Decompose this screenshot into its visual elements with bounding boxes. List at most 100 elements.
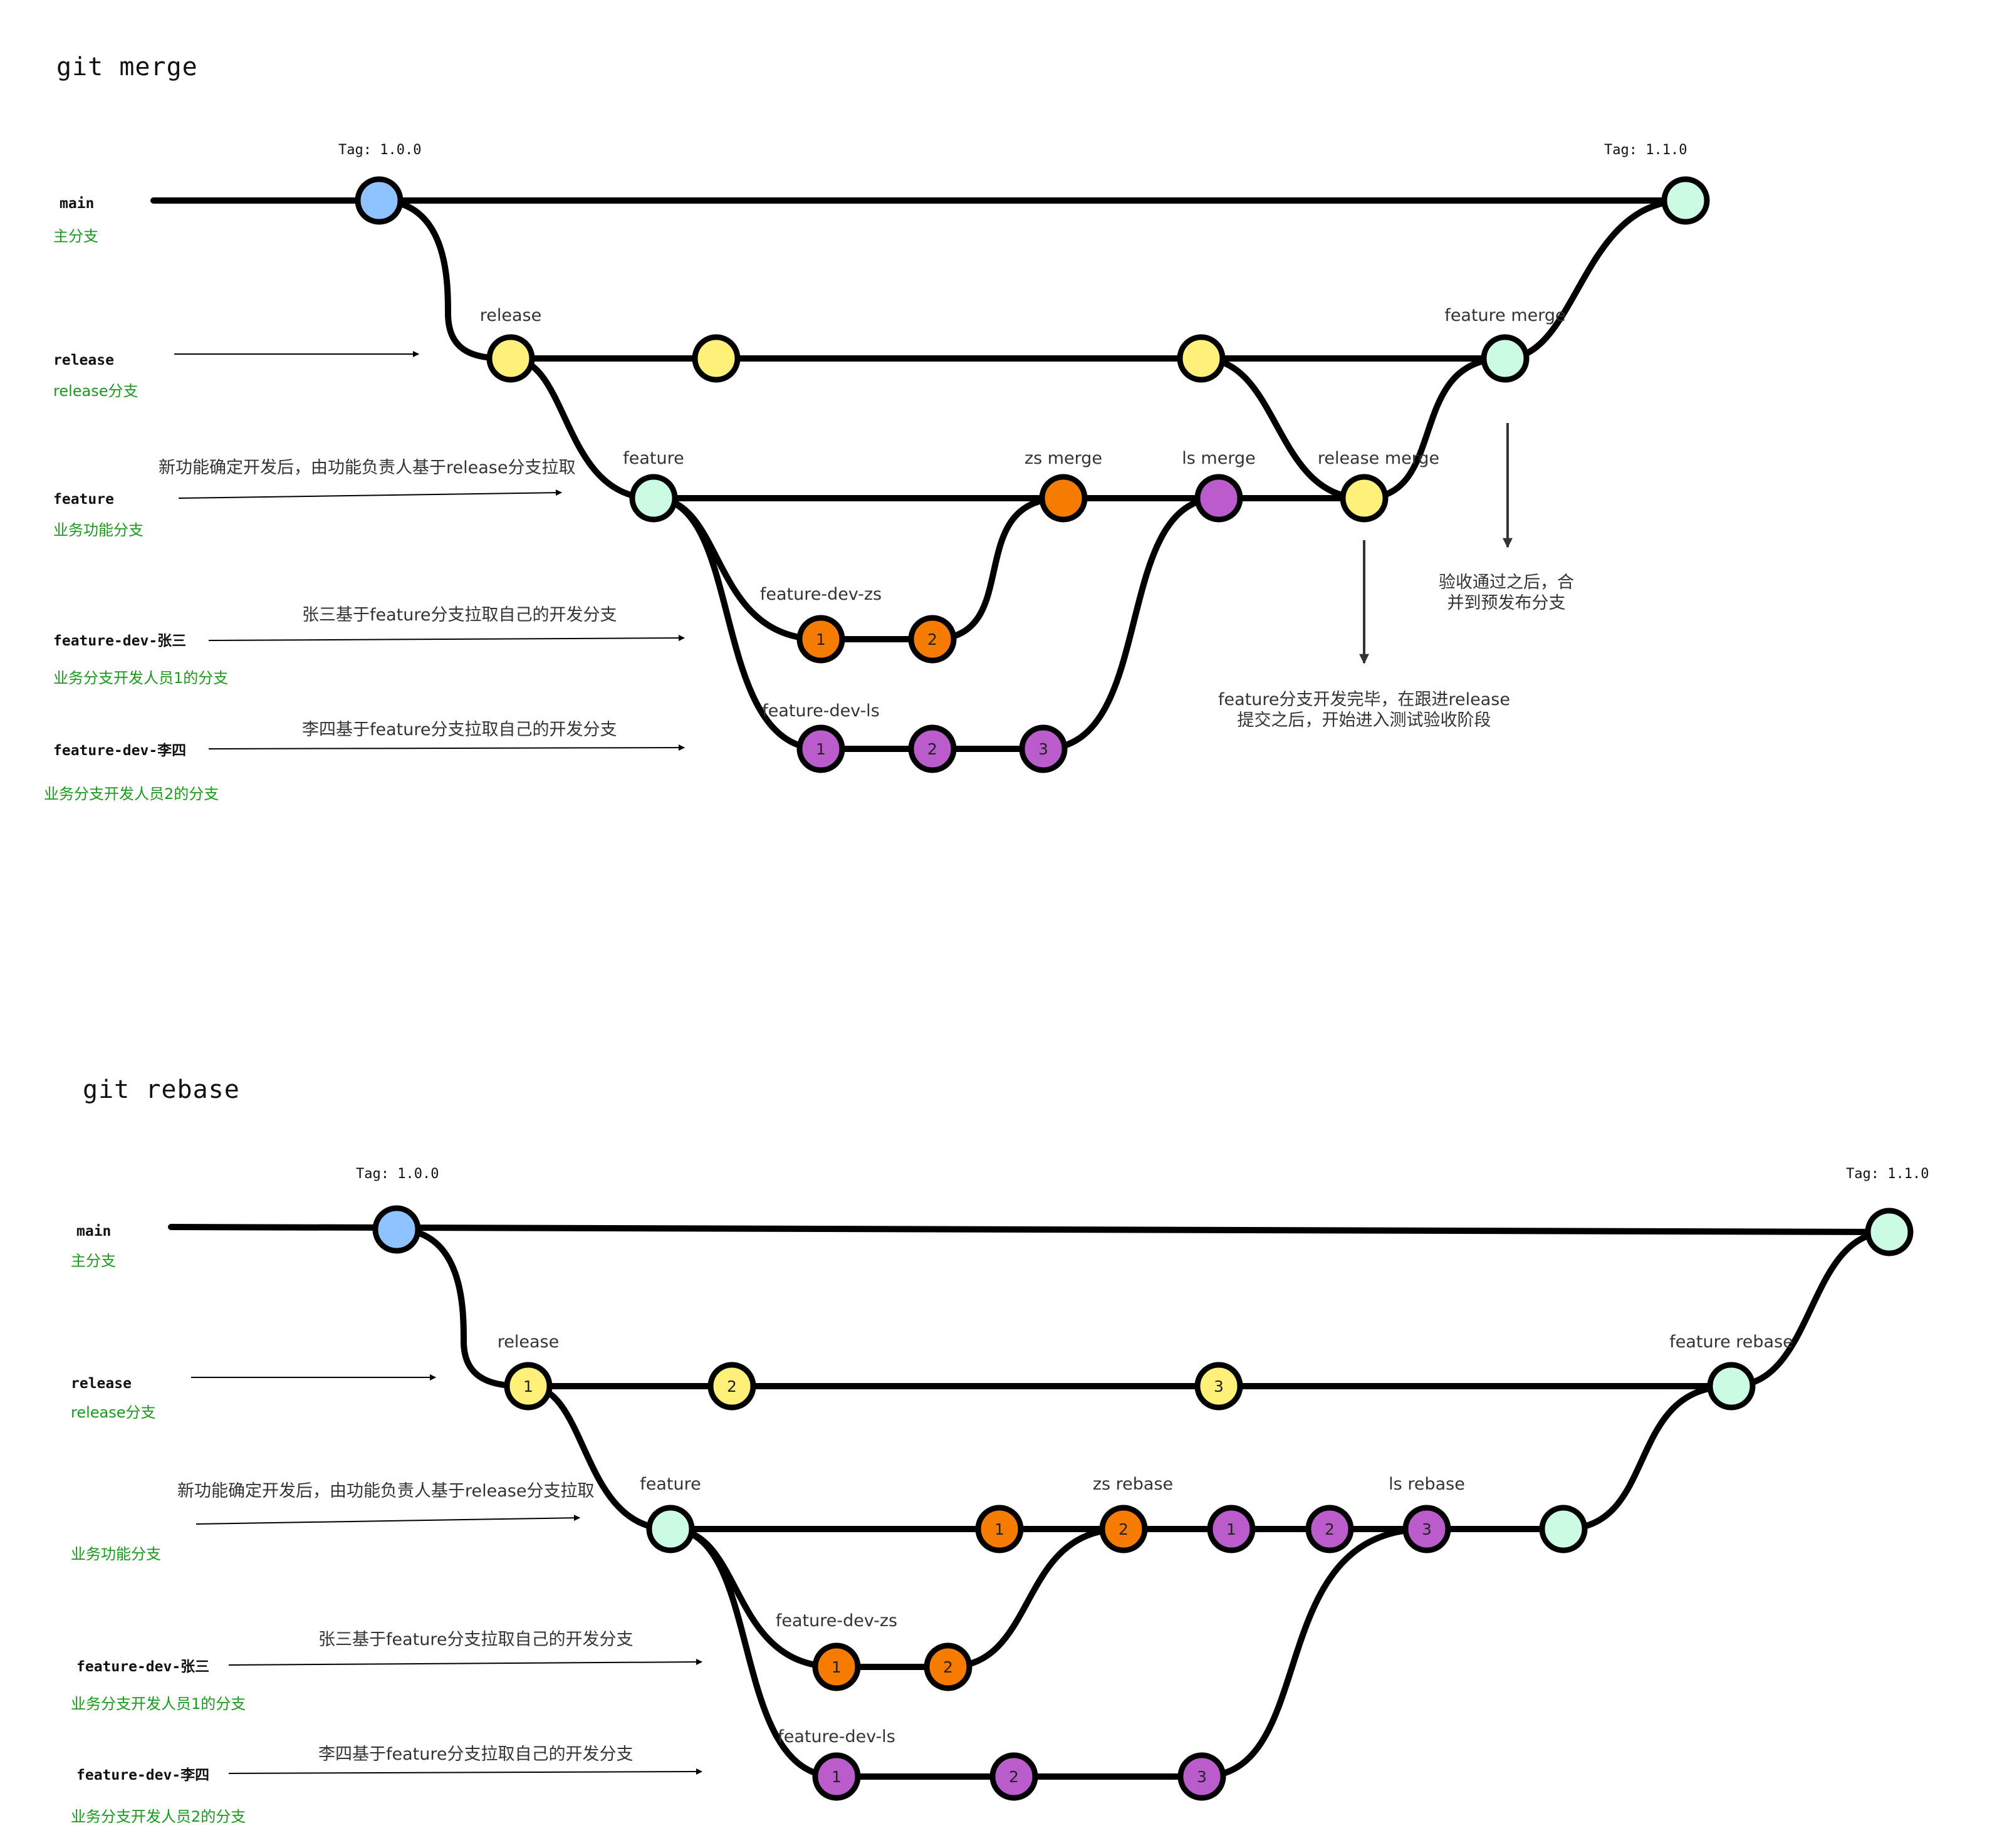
merge-row-main-desc: 主分支: [53, 227, 98, 245]
rebase-label-dev-ls: feature-dev-ls: [778, 1727, 895, 1746]
merge-tag-110: Tag: 1.1.0: [1604, 142, 1687, 158]
rebase-row-devzs-name: feature-dev-张三: [76, 1659, 209, 1675]
merge-node-ls-2: [908, 724, 957, 773]
rebase-node-ls-3: [1177, 1752, 1226, 1801]
merge-commit-zs-2: 2: [927, 630, 937, 649]
rebase-edge-dev-zs: [667, 1526, 1127, 1670]
merge-label-release: release: [480, 306, 541, 325]
rebase-note-zs-pull: 张三基于feature分支拉取自己的开发分支: [318, 1630, 633, 1649]
merge-row-devzs-name: feature-dev-张三: [53, 633, 186, 649]
merge-node-feature: [629, 474, 678, 523]
merge-row-release-name: release: [53, 352, 114, 368]
rebase-edge-feature-rebase-to-main: [1728, 1229, 1892, 1389]
rebase-row-main-name: main: [76, 1223, 111, 1240]
rebase-commit-feature-zs-2: 2: [1118, 1520, 1129, 1538]
merge-node-ls-1: [796, 724, 845, 773]
rebase-row-feature-desc: 业务功能分支: [71, 1545, 161, 1563]
rebase-node-feature-end: [1539, 1505, 1588, 1553]
merge-row-devls-name: feature-dev-李四: [53, 743, 186, 759]
merge-node-ls-merge: [1194, 474, 1243, 523]
merge-label-zs-merge: zs merge: [1025, 449, 1102, 468]
merge-node-feature-merge: [1481, 334, 1530, 383]
merge-note-after-dev-1: feature分支开发完毕，在跟进release: [1218, 690, 1510, 709]
merge-note-after-dev-2: 提交之后，开始进入测试验收阶段: [1238, 711, 1491, 730]
rebase-edge-release-to-feature: [525, 1383, 674, 1532]
merge-note-ls-pull: 李四基于feature分支拉取自己的开发分支: [302, 720, 617, 739]
merge-node-release-1: [486, 334, 535, 383]
rebase-tag-110: Tag: 1.1.0: [1846, 1166, 1929, 1182]
rebase-node-zs-2: [924, 1642, 972, 1691]
rebase-commit-release-1: 1: [523, 1377, 533, 1396]
rebase-commit-feature-ls-3: 3: [1422, 1520, 1432, 1538]
rebase-feature-pointer-arrow: [196, 1515, 580, 1525]
rebase-node-feature-rebase: [1707, 1362, 1756, 1411]
rebase-tag-100: Tag: 1.0.0: [356, 1166, 439, 1182]
rebase-node-main-tag110: [1865, 1208, 1914, 1256]
merge-node-release-merge: [1340, 474, 1389, 523]
rebase-commit-feature-zs-1: 1: [994, 1520, 1004, 1538]
rebase-commit-feature-ls-1: 1: [1226, 1520, 1236, 1538]
rebase-label-release: release: [498, 1332, 559, 1352]
merge-node-main-tag100: [355, 176, 404, 225]
rebase-node-release-3: [1194, 1362, 1243, 1411]
merge-node-main-tag110: [1661, 176, 1710, 225]
rebase-zs-pointer-arrow: [228, 1659, 702, 1666]
merge-label-ls-merge: ls merge: [1182, 449, 1255, 468]
rebase-label-dev-zs: feature-dev-zs: [776, 1611, 897, 1631]
merge-note-accepted-2: 并到预发布分支: [1447, 593, 1566, 613]
merge-feature-pointer-arrow: [178, 489, 562, 499]
merge-commit-zs-1: 1: [816, 630, 826, 649]
rebase-node-feature-zs-1: [975, 1505, 1024, 1553]
rebase-commit-ls-3: 3: [1197, 1768, 1207, 1786]
rebase-node-feature-ls-3: [1402, 1505, 1451, 1553]
rebase-row-devls-name: feature-dev-李四: [76, 1767, 209, 1783]
rebase-note-ls-pull: 李四基于feature分支拉取自己的开发分支: [318, 1745, 633, 1764]
merge-row-devzs-desc: 业务分支开发人员1的分支: [53, 669, 228, 687]
rebase-commit-release-2: 2: [727, 1377, 737, 1396]
rebase-main-line: [168, 1224, 1892, 1235]
rebase-node-feature-ls-2: [1305, 1505, 1354, 1553]
rebase-node-ls-1: [812, 1752, 861, 1801]
rebase-node-feature-ls-1: [1207, 1505, 1256, 1553]
merge-label-feature-merge: feature merge: [1444, 306, 1565, 325]
merge-node-release-3: [1177, 334, 1226, 383]
merge-row-feature-desc: 业务功能分支: [53, 521, 143, 539]
rebase-row-release-desc: release分支: [71, 1404, 156, 1421]
merge-row-main-name: main: [60, 196, 94, 212]
merge-node-zs-2: [908, 615, 957, 664]
rebase-label-ls-rebase: ls rebase: [1389, 1475, 1465, 1494]
rebase-node-zs-1: [812, 1642, 861, 1691]
merge-section: git merge main 主分支 release release分支 fea…: [44, 53, 1710, 803]
rebase-commit-release-3: 3: [1214, 1377, 1224, 1396]
merge-row-release-desc: release分支: [53, 382, 138, 400]
merge-ls-pointer-arrow: [208, 744, 685, 751]
rebase-row-devls-desc: 业务分支开发人员2的分支: [71, 1808, 246, 1825]
merge-edge-release-merge-to-feature-merge: [1361, 355, 1508, 501]
merge-note-feature-pull: 新功能确定开发后，由功能负责人基于release分支拉取: [159, 458, 575, 478]
merge-tag-100: Tag: 1.0.0: [338, 142, 421, 158]
merge-note-zs-pull: 张三基于feature分支拉取自己的开发分支: [302, 605, 617, 625]
rebase-ls-pointer-arrow: [228, 1768, 702, 1775]
rebase-commit-ls-1: 1: [832, 1768, 842, 1786]
rebase-edge-main-to-release: [394, 1226, 531, 1389]
merge-label-dev-ls: feature-dev-ls: [762, 701, 880, 721]
rebase-commit-zs-1: 1: [832, 1658, 842, 1676]
rebase-label-feature: feature: [640, 1475, 701, 1494]
rebase-row-main-desc: 主分支: [71, 1252, 116, 1270]
merge-edge-feature-merge-to-main: [1502, 197, 1689, 362]
merge-commit-ls-2: 2: [927, 740, 937, 758]
merge-edge-main-to-release: [376, 197, 514, 362]
merge-node-release-2: [692, 334, 741, 383]
rebase-title: git rebase: [83, 1075, 240, 1104]
merge-note-accepted-1: 验收通过之后，合: [1439, 573, 1574, 592]
rebase-note-feature-pull: 新功能确定开发后，由功能负责人基于release分支拉取: [177, 1481, 594, 1501]
rebase-label-feature-rebase: feature rebase: [1669, 1332, 1793, 1352]
rebase-node-main-tag100: [372, 1205, 421, 1254]
rebase-edge-feature-to-feature-rebase: [1560, 1383, 1734, 1532]
rebase-node-release-2: [707, 1362, 756, 1411]
merge-edge-release-to-release-merge: [1198, 355, 1367, 501]
merge-row-devls-desc: 业务分支开发人员2的分支: [44, 785, 219, 803]
rebase-section: git rebase main 主分支 release release分支 业务…: [71, 1075, 1929, 1825]
rebase-node-ls-2: [989, 1752, 1038, 1801]
